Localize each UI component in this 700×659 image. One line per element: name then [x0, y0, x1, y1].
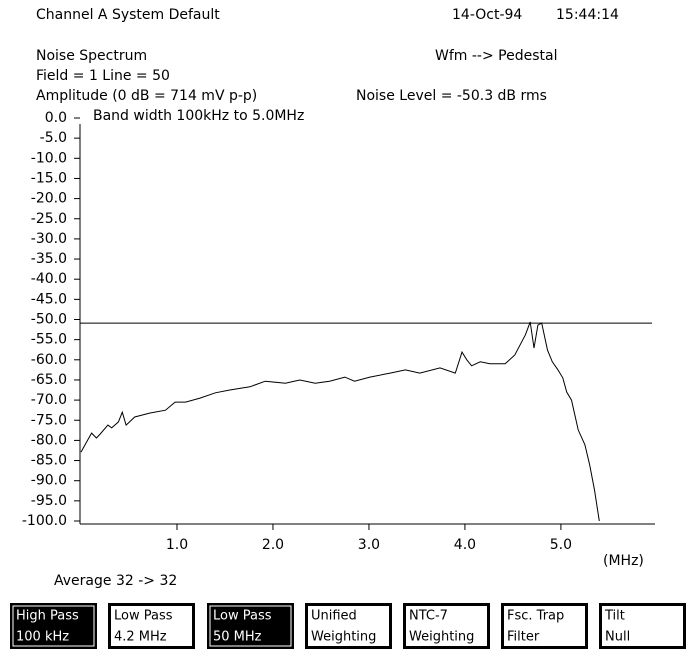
button-label: Weighting — [409, 630, 474, 645]
y-tick-label: -35.0 — [31, 251, 67, 267]
x-tick-label: 1.0 — [166, 537, 188, 553]
y-tick-label: -45.0 — [31, 291, 67, 307]
button-label: 100 kHz — [16, 630, 69, 645]
button-label: Low Pass — [213, 609, 272, 624]
button-label: Filter — [507, 630, 540, 645]
button-label: Weighting — [311, 630, 376, 645]
button[interactable] — [602, 606, 683, 646]
button-label: Low Pass — [114, 609, 173, 624]
x-tick-label: 5.0 — [550, 537, 572, 553]
y-tick-label: -60.0 — [31, 352, 67, 368]
button-label: Null — [605, 630, 630, 645]
y-tick-label: -90.0 — [31, 473, 67, 489]
y-tick-label: -5.0 — [40, 130, 67, 146]
x-tick-label: 4.0 — [454, 537, 476, 553]
button-label: 4.2 MHz — [114, 630, 167, 645]
button[interactable] — [308, 606, 389, 646]
y-tick-label: 0.0 — [45, 110, 67, 126]
button[interactable] — [504, 606, 585, 646]
y-tick-label: -95.0 — [31, 493, 67, 509]
button-label: Fsc. Trap — [507, 609, 564, 624]
button-label: NTC-7 — [409, 609, 448, 624]
button[interactable] — [406, 606, 487, 646]
button-label: Tilt — [604, 609, 625, 624]
y-tick-label: -20.0 — [31, 191, 67, 207]
y-tick-label: -65.0 — [31, 372, 67, 388]
y-tick-label: -10.0 — [31, 150, 67, 166]
y-tick-label: -50.0 — [31, 312, 67, 328]
x-tick-label: 2.0 — [262, 537, 284, 553]
y-tick-label: -15.0 — [31, 170, 67, 186]
date: 14-Oct-94 — [452, 7, 522, 23]
y-tick-label: -100.0 — [22, 513, 67, 529]
annotation: Band width 100kHz to 5.0MHz — [93, 108, 304, 124]
x-axis-label: (MHz) — [603, 553, 644, 569]
noise-level: Noise Level = -50.3 dB rms — [356, 88, 547, 104]
button[interactable] — [209, 605, 292, 647]
average: Average 32 -> 32 — [54, 573, 177, 589]
y-tick-label: -40.0 — [31, 271, 67, 287]
y-tick-label: -30.0 — [31, 231, 67, 247]
y-tick-label: -70.0 — [31, 392, 67, 408]
y-axis-label: Amplitude (0 dB = 714 mV p-p) — [36, 88, 257, 104]
y-tick-label: -75.0 — [31, 412, 67, 428]
waveform: Wfm --> Pedestal — [435, 48, 557, 64]
y-tick-label: -25.0 — [31, 211, 67, 227]
measurement: Noise Spectrum — [36, 48, 147, 64]
y-tick-label: -80.0 — [31, 432, 67, 448]
button[interactable] — [12, 605, 95, 647]
title: Channel A System Default — [36, 7, 220, 23]
button-label: Unified — [311, 609, 357, 624]
field-line: Field = 1 Line = 50 — [36, 68, 170, 84]
button-label: High Pass — [16, 609, 79, 624]
time: 15:44:14 — [556, 7, 619, 23]
button[interactable] — [111, 606, 192, 646]
x-tick-label: 3.0 — [358, 537, 380, 553]
button-label: 50 MHz — [213, 630, 262, 645]
y-tick-label: -85.0 — [31, 453, 67, 469]
noise-curve — [80, 321, 600, 522]
y-tick-label: -55.0 — [31, 332, 67, 348]
